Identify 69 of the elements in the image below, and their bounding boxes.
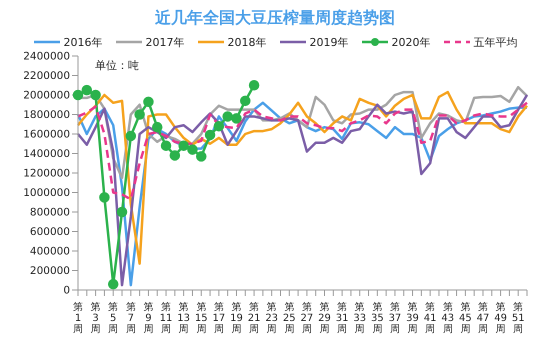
point xyxy=(187,144,198,155)
x-tick-label: 第7周 xyxy=(126,301,136,335)
x-tick-label: 第9周 xyxy=(143,301,154,335)
x-tick-label: 第31周 xyxy=(336,301,348,335)
x-tick-label: 第15周 xyxy=(194,301,208,335)
x-tick-label: 第23周 xyxy=(265,301,278,335)
x-tick-label: 第27周 xyxy=(300,301,314,335)
x-tick-label: 第11周 xyxy=(160,301,172,335)
x-tick-label: 第39周 xyxy=(406,301,419,335)
y-tick-label: 1800000 xyxy=(23,109,70,122)
y-tick-label: 2200000 xyxy=(23,70,70,82)
x-tick-label: 第1周 xyxy=(73,301,83,335)
line-series xyxy=(76,102,528,201)
x-tick-label: 第17周 xyxy=(212,301,226,335)
legend-label: 2020年 xyxy=(392,34,430,50)
x-tick-label: 第13周 xyxy=(177,301,190,335)
y-tick-label: 800000 xyxy=(30,206,70,219)
legend-label: 2017年 xyxy=(146,34,184,50)
annotation: 单位：吨 xyxy=(95,58,139,73)
x-tick-label: 第3周 xyxy=(90,301,101,335)
legend-label: 2019年 xyxy=(310,34,348,50)
chart-title: 近几年全国大豆压榨量周度趋势图 xyxy=(154,7,396,29)
x-tick-label: 第35周 xyxy=(370,301,384,335)
point xyxy=(99,192,110,203)
point xyxy=(160,140,172,151)
point xyxy=(108,278,118,290)
legend-label: 2016年 xyxy=(64,34,102,50)
y-tick-label: 1200000 xyxy=(23,168,70,180)
y-tick-label: 0 xyxy=(63,284,70,297)
x-tick-label: 第47周 xyxy=(476,301,490,335)
point xyxy=(231,113,242,124)
point xyxy=(72,90,84,100)
point xyxy=(214,120,224,132)
x-tick-label: 第37周 xyxy=(388,301,402,335)
point xyxy=(116,206,128,218)
y-tick-label: 1000000 xyxy=(23,187,70,200)
x-tick-label: 第33周 xyxy=(353,301,366,335)
x-tick-label: 第21周 xyxy=(248,301,260,335)
y-tick-label: 1600000 xyxy=(23,128,70,141)
point xyxy=(134,109,145,120)
point xyxy=(170,150,180,161)
x-tick-label: 第45周 xyxy=(459,301,472,335)
point xyxy=(222,111,233,122)
point xyxy=(126,130,136,142)
point xyxy=(204,130,216,140)
point xyxy=(196,151,207,162)
y-tick-label: 400000 xyxy=(30,246,70,258)
y-tick-label: 200000 xyxy=(30,265,70,278)
legend-label: 五年平均 xyxy=(474,34,518,50)
x-tick-label: 第29周 xyxy=(318,301,331,335)
x-tick-label: 第49周 xyxy=(494,301,507,335)
point xyxy=(152,122,162,132)
point xyxy=(178,140,189,151)
x-tick-label: 第41周 xyxy=(424,301,437,335)
point xyxy=(240,96,251,106)
point xyxy=(82,84,92,96)
legend-label: 2018年 xyxy=(228,34,266,50)
x-tick-label: 第51周 xyxy=(512,301,525,335)
x-tick-label: 第19周 xyxy=(230,301,243,335)
x-tick-label: 第43周 xyxy=(441,301,454,335)
point xyxy=(143,96,154,108)
y-tick-label: 1400000 xyxy=(23,148,70,160)
point xyxy=(248,80,260,90)
y-tick-label: 2000000 xyxy=(23,90,70,102)
x-tick-label: 第5周 xyxy=(108,301,118,335)
y-tick-label: 2400000 xyxy=(23,50,70,63)
point xyxy=(90,90,101,100)
y-tick-label: 600000 xyxy=(30,226,70,238)
x-tick-label: 第25周 xyxy=(282,301,296,335)
